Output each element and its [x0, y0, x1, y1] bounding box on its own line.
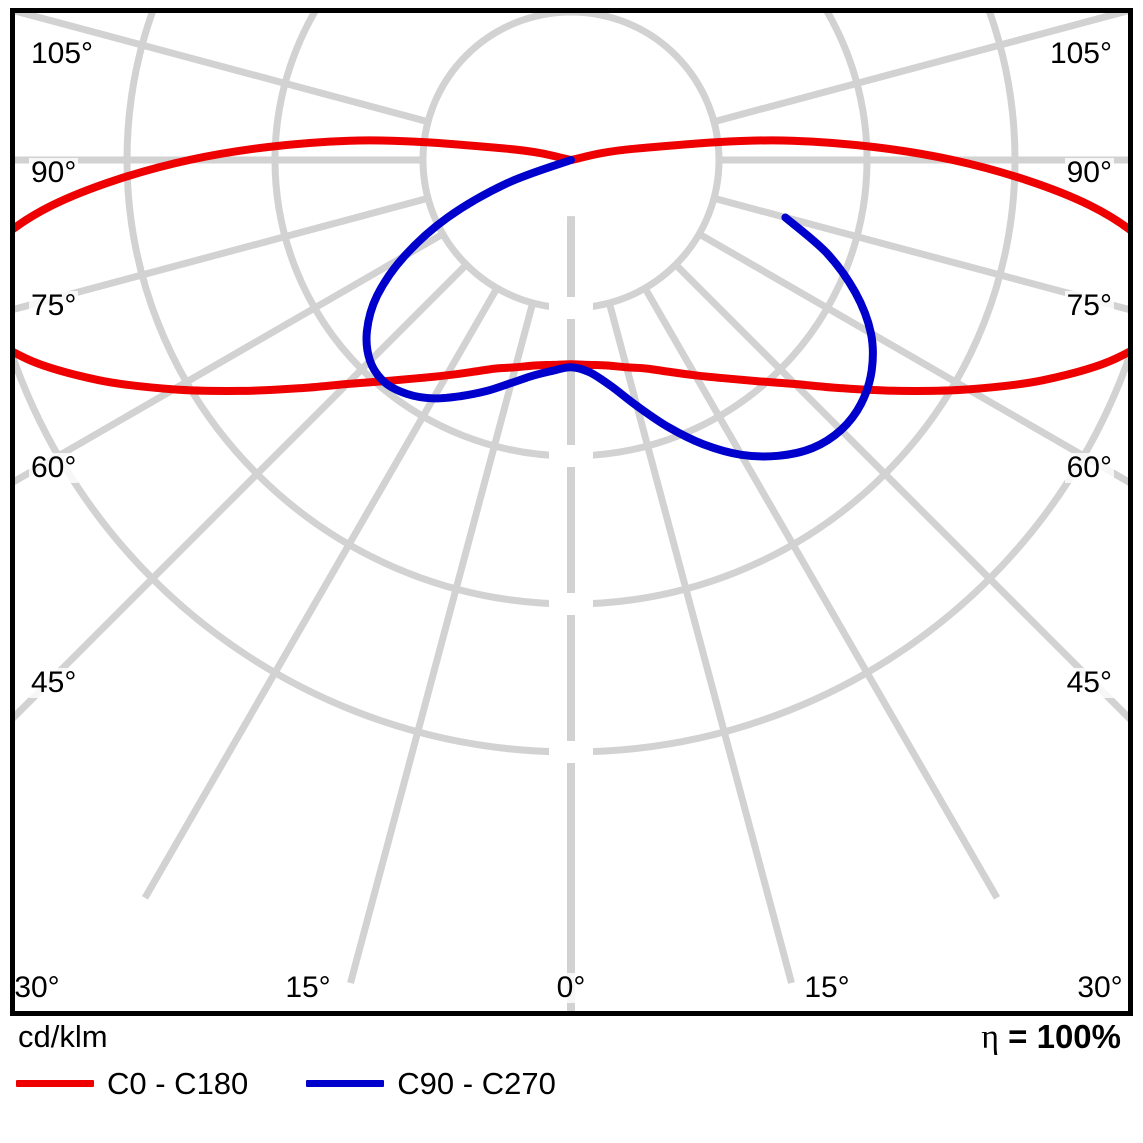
polar-grid-and-curves	[15, 13, 1128, 1011]
polar-plot-frame: 105°90°75°60°45°30° 105°90°75°60°45°30° …	[10, 8, 1133, 1016]
legend-swatch-line-icon	[306, 1080, 385, 1087]
legend-swatch-line-icon	[16, 1080, 94, 1087]
angle-label-left-3: 60°	[29, 451, 79, 484]
angle-label-bottom-3: 15°	[802, 971, 852, 1004]
angle-label-right-3: 60°	[1064, 451, 1114, 484]
efficiency-label: η = 100%	[981, 1020, 1121, 1055]
angle-label-left-2: 75°	[29, 289, 79, 322]
angle-label-right-4: 45°	[1064, 666, 1114, 699]
chart-legend-area: cd/klm η = 100% C0 - C180 C90 - C270	[0, 1016, 1143, 1143]
legend-label: C90 - C270	[397, 1066, 556, 1101]
angle-label-bottom-4: 30°	[1075, 971, 1125, 1004]
unit-label: cd/klm	[18, 1019, 108, 1054]
intensity-curves	[15, 136, 1128, 461]
angle-label-right-1: 90°	[1064, 156, 1114, 189]
angle-label-left-1: 90°	[29, 156, 79, 189]
angle-label-bottom-1: 15°	[283, 971, 333, 1004]
angle-label-right-2: 75°	[1064, 289, 1114, 322]
legend-entry-0: C0 - C180	[16, 1068, 248, 1099]
angle-label-left-0: 105°	[29, 37, 96, 70]
angle-label-left-4: 45°	[29, 666, 79, 699]
eta-symbol: η	[981, 1019, 999, 1056]
angle-label-right-0: 105°	[1047, 37, 1114, 70]
angle-label-bottom-2: 0°	[554, 971, 588, 1004]
legend-entry-1: C90 - C270	[306, 1068, 556, 1099]
legend-label: C0 - C180	[107, 1066, 249, 1101]
angle-label-bottom-0: 30°	[14, 971, 62, 1004]
eta-value: = 100%	[998, 1018, 1121, 1055]
legend-items: C0 - C180 C90 - C270	[16, 1068, 614, 1099]
